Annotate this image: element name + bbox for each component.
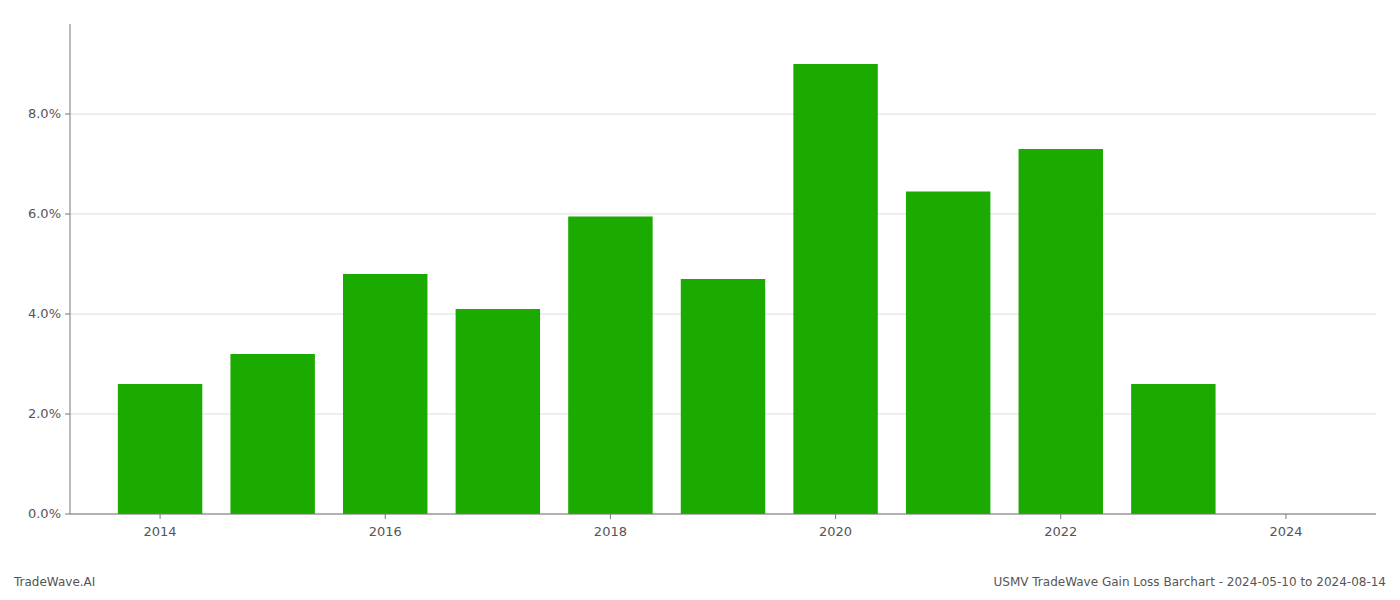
chart: 0.0% 2.0% 4.0% 6.0% 8.0% 2014 2016 2018 2020 2022… bbox=[0, 0, 1400, 600]
bars bbox=[118, 64, 1216, 514]
x-tick bbox=[385, 514, 386, 519]
bar bbox=[793, 64, 877, 514]
grid bbox=[70, 114, 1376, 514]
y-axis-line bbox=[70, 24, 71, 514]
y-tick-label: 2.0% bbox=[28, 406, 61, 421]
bar bbox=[230, 354, 314, 514]
bar bbox=[1019, 149, 1103, 514]
bar bbox=[343, 274, 427, 514]
x-tick-label: 2020 bbox=[819, 524, 852, 539]
bar bbox=[456, 309, 540, 514]
x-tick bbox=[1285, 514, 1286, 519]
x-tick-label: 2018 bbox=[594, 524, 627, 539]
footer-text: TradeWave.AI bbox=[13, 575, 95, 589]
bar bbox=[1131, 384, 1215, 514]
y-tick bbox=[65, 414, 70, 415]
bar bbox=[118, 384, 202, 514]
x-tick bbox=[160, 514, 161, 519]
x-axis-line bbox=[70, 514, 1376, 515]
y-tick-label: 6.0% bbox=[28, 206, 61, 221]
x-tick-label: 2022 bbox=[1044, 524, 1077, 539]
chart-container: 0.0% 2.0% 4.0% 6.0% 8.0% 2014 2016 2018 2020 2022… bbox=[0, 0, 1400, 600]
annotations: TradeWave.AI USMV TradeWave Gain Loss Bar… bbox=[13, 575, 1386, 589]
grid-line bbox=[70, 514, 1376, 515]
axes: 0.0% 2.0% 4.0% 6.0% 8.0% 2014 2016 2018 2020 2022… bbox=[28, 24, 1376, 539]
bar bbox=[568, 217, 652, 515]
y-tick bbox=[65, 114, 70, 115]
y-tick bbox=[65, 214, 70, 215]
bar bbox=[681, 279, 765, 514]
y-tick-label: 4.0% bbox=[28, 306, 61, 321]
x-tick-label: 2014 bbox=[144, 524, 177, 539]
grid-line bbox=[70, 114, 1376, 115]
x-tick bbox=[610, 514, 611, 519]
x-tick-label: 2016 bbox=[369, 524, 402, 539]
grid-line bbox=[70, 214, 1376, 215]
x-tick-label: 2024 bbox=[1269, 524, 1302, 539]
y-tick bbox=[65, 514, 70, 515]
x-tick bbox=[835, 514, 836, 519]
bar bbox=[906, 192, 990, 515]
x-tick bbox=[1060, 514, 1061, 519]
y-tick-label: 0.0% bbox=[28, 506, 61, 521]
footer-text: USMV TradeWave Gain Loss Barchart - 2024… bbox=[994, 575, 1386, 589]
y-tick bbox=[65, 314, 70, 315]
y-tick-label: 8.0% bbox=[28, 106, 61, 121]
